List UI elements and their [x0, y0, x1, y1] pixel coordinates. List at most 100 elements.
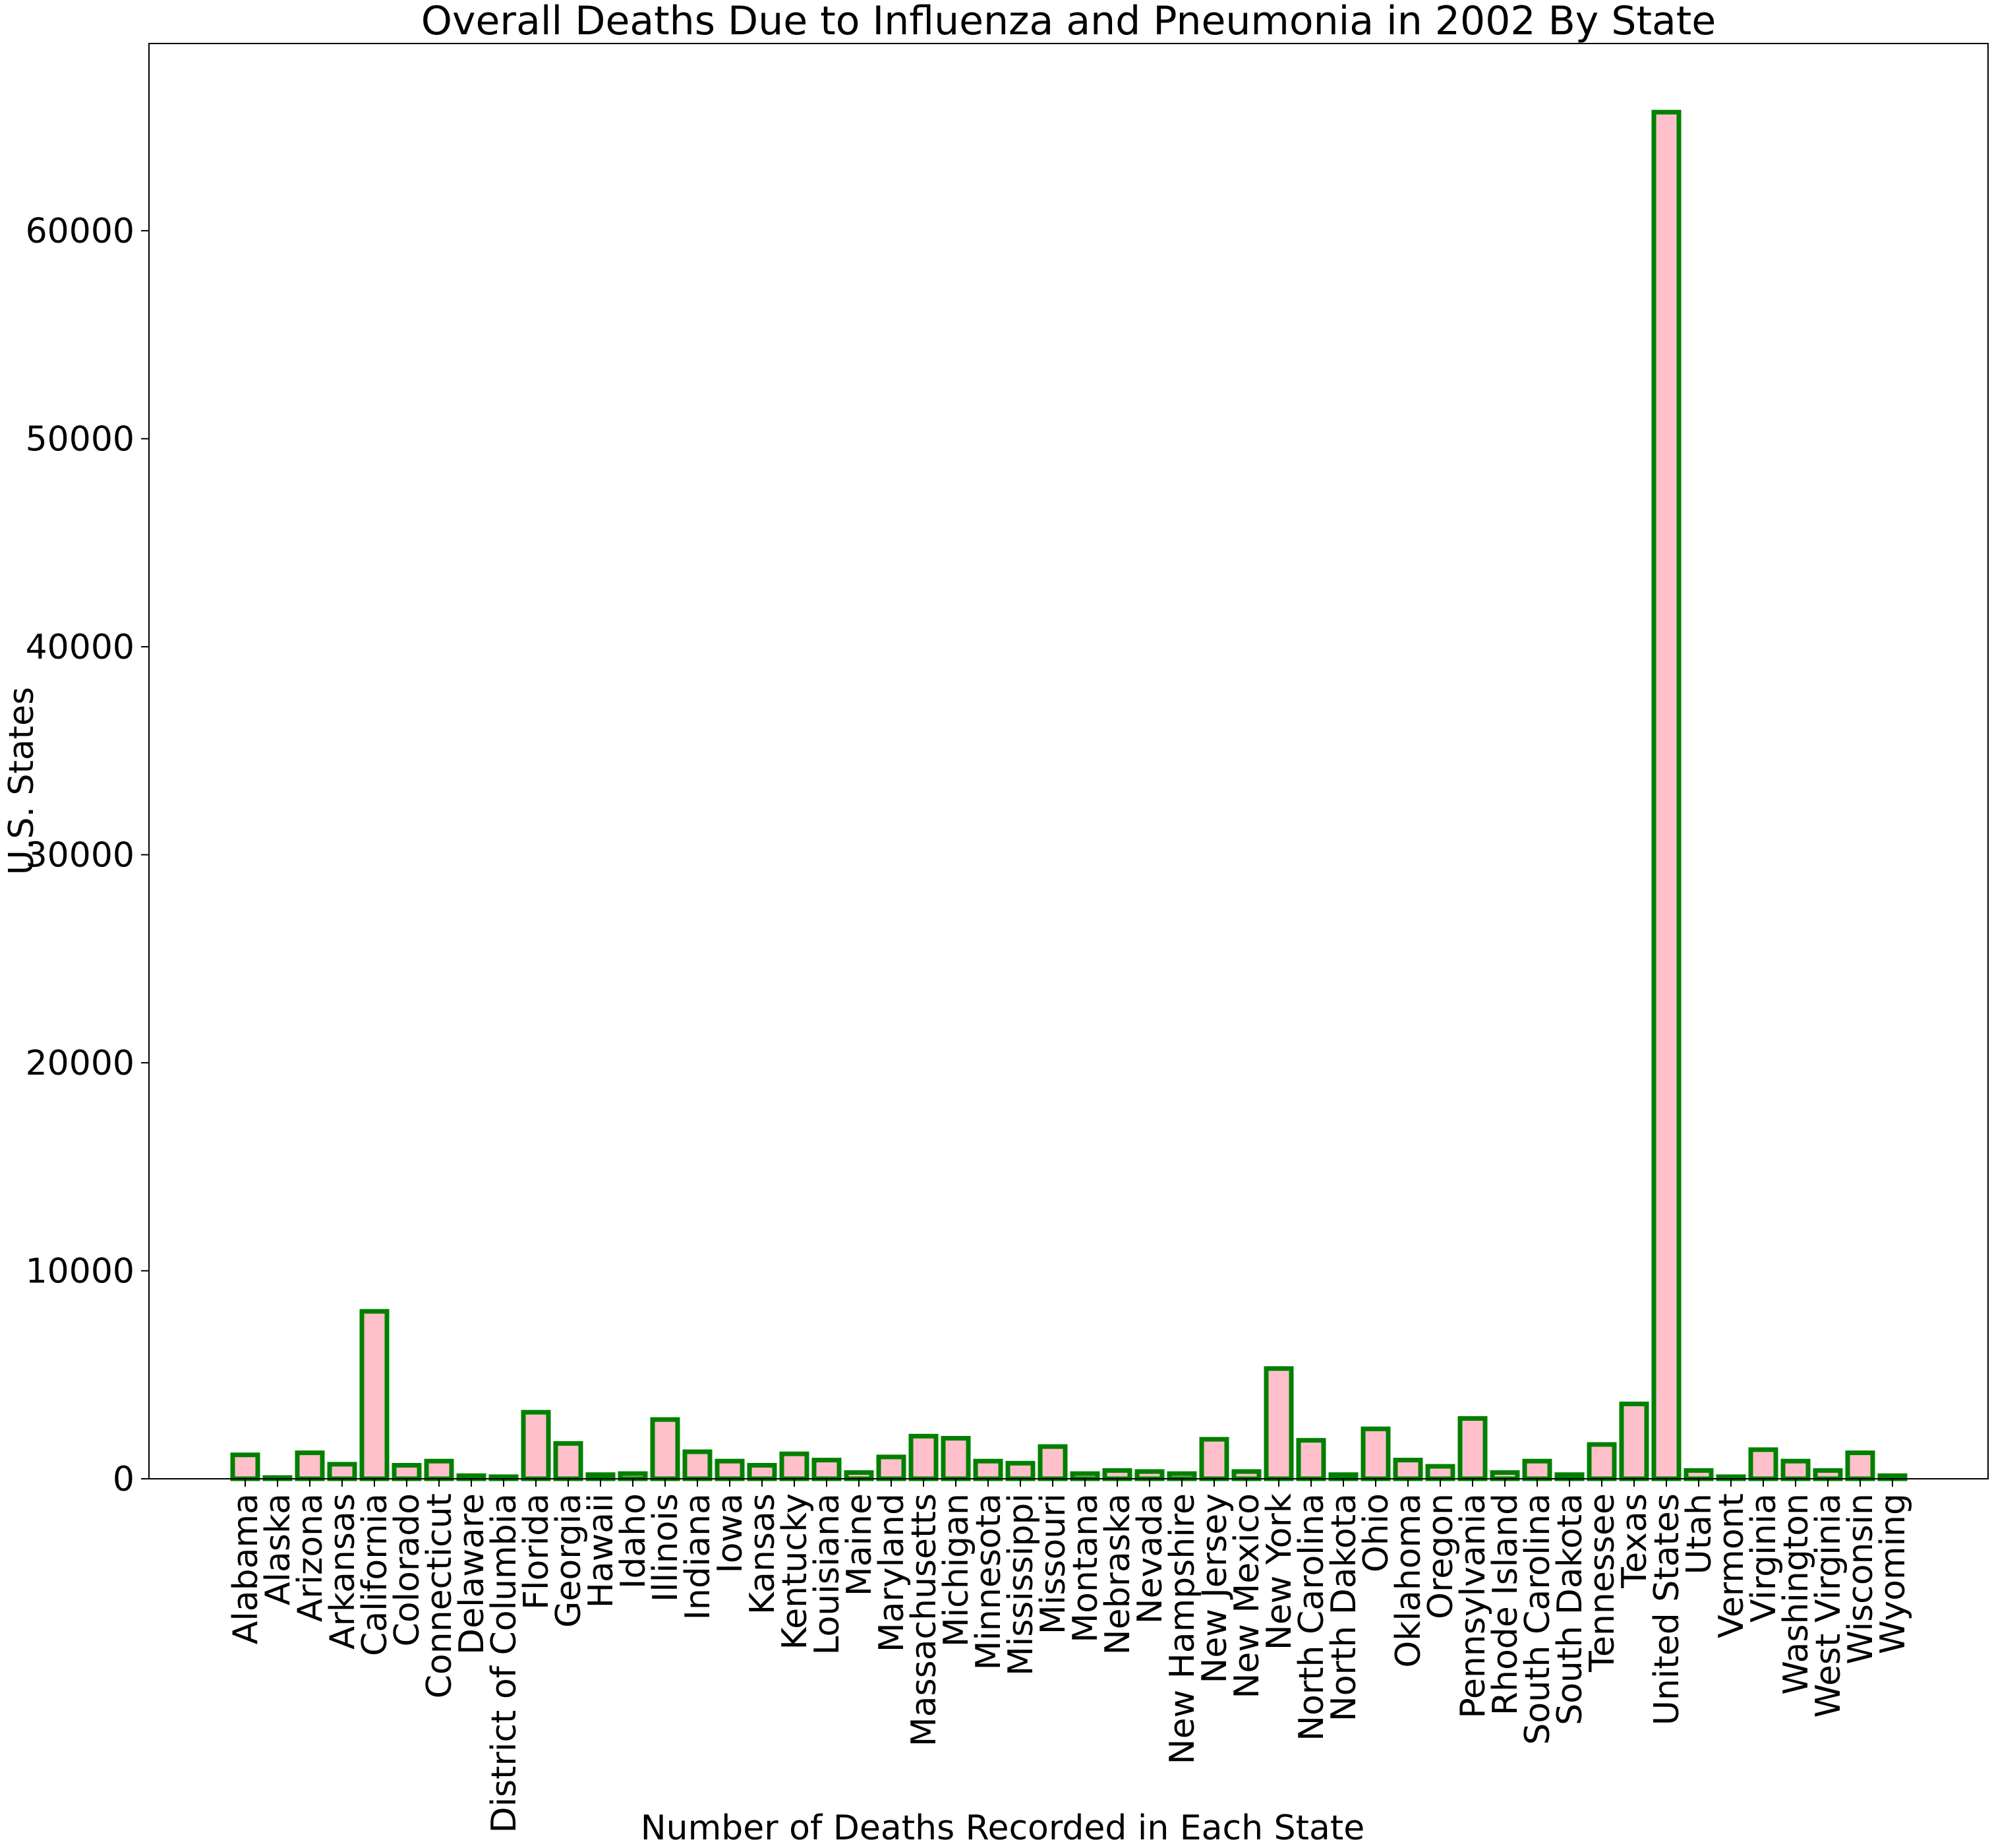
y-tick-label: 0 — [113, 1460, 134, 1499]
bar-pennsylvania — [1457, 1416, 1488, 1481]
bar-arizona — [295, 1450, 325, 1481]
x-tick-label: United States — [1647, 1493, 1687, 1725]
x-tick-label: Illinois — [646, 1493, 686, 1602]
bar-alabama — [230, 1452, 260, 1481]
x-tick-label: Maine — [840, 1493, 879, 1596]
bar-west-virginia — [1813, 1468, 1843, 1481]
bars-group — [230, 109, 1908, 1481]
y-axis-ticks: 0 10000 20000 30000 40000 50000 60000 — [26, 212, 149, 1499]
bar-georgia — [553, 1441, 583, 1481]
x-tick-label: Kansas — [743, 1493, 782, 1615]
x-tick-label: Hawaii — [581, 1493, 621, 1608]
bar-connecticut — [424, 1458, 454, 1481]
y-tick-label: 40000 — [26, 628, 134, 667]
x-tick-label: Indiana — [678, 1493, 718, 1620]
y-tick-label: 60000 — [26, 212, 134, 251]
bar-louisiana — [811, 1458, 842, 1481]
x-tick-label: District of Columbia — [484, 1493, 524, 1833]
x-tick-label: Iowa — [711, 1493, 750, 1574]
x-tick-label: Arizona — [291, 1493, 330, 1622]
x-axis-label: Number of Deaths Recorded in Each State — [641, 1808, 1365, 1848]
x-tick-label: California — [355, 1493, 395, 1656]
bar-illinois — [650, 1417, 680, 1481]
x-tick-label: Virginia — [1744, 1493, 1784, 1623]
x-tick-label: Wyoming — [1873, 1493, 1913, 1654]
x-tick-label: Massachusetts — [904, 1493, 944, 1746]
bar-california — [359, 1309, 390, 1481]
bar-indiana — [682, 1449, 713, 1481]
x-tick-label: Connecticut — [420, 1493, 459, 1698]
x-tick-label: Oklahoma — [1389, 1493, 1428, 1668]
x-tick-label: Pennsylvania — [1453, 1493, 1493, 1719]
bar-oklahoma — [1393, 1458, 1423, 1481]
x-tick-label: Nebraska — [1098, 1493, 1138, 1655]
x-tick-label: Missouri — [1034, 1493, 1073, 1634]
x-tick-label: Texas — [1615, 1493, 1655, 1589]
x-axis-ticks: AlabamaAlaskaArizonaArkansasCaliforniaCo… — [226, 1479, 1913, 1833]
y-tick-label: 30000 — [26, 835, 134, 875]
bar-arkansas — [327, 1462, 357, 1481]
x-tick-label: New Hampshire — [1163, 1493, 1202, 1764]
y-axis-label: U.S. States — [2, 687, 42, 875]
bar-ohio — [1361, 1426, 1391, 1481]
x-tick-label: Oregon — [1421, 1493, 1461, 1619]
bar-nevada — [1134, 1469, 1165, 1481]
bar-new-york — [1264, 1366, 1294, 1481]
y-tick-label: 20000 — [26, 1044, 134, 1083]
x-tick-label: Alaska — [258, 1493, 298, 1605]
bar-oregon — [1425, 1464, 1455, 1481]
x-tick-label: Minnesota — [969, 1493, 1009, 1670]
x-tick-label: Kentucky — [775, 1493, 815, 1650]
x-tick-label: Georgia — [549, 1493, 589, 1628]
bar-kansas — [747, 1462, 777, 1481]
x-tick-label: Maryland — [872, 1493, 912, 1652]
x-tick-label: Alabama — [226, 1493, 266, 1644]
bar-nebraska — [1102, 1468, 1132, 1481]
x-tick-label: Louisiana — [807, 1493, 847, 1655]
bar-minnesota — [973, 1458, 1003, 1481]
x-tick-label: Utah — [1680, 1493, 1719, 1574]
bar-virginia — [1748, 1447, 1778, 1481]
bar-tennessee — [1587, 1442, 1617, 1481]
x-tick-label: South Carolina — [1518, 1493, 1558, 1745]
bar-maine — [844, 1470, 874, 1481]
bar-north-carolina — [1296, 1438, 1326, 1481]
bar-michigan — [941, 1435, 971, 1481]
bar-montana — [1070, 1471, 1100, 1481]
bar-idaho — [618, 1471, 648, 1481]
x-tick-label: Vermont — [1712, 1493, 1751, 1638]
x-tick-label: Colorado — [388, 1493, 427, 1646]
x-tick-label: Ohio — [1357, 1493, 1396, 1572]
plot-frame — [148, 43, 1989, 1479]
bar-colorado — [392, 1462, 422, 1481]
x-tick-label: Mississippi — [1001, 1493, 1041, 1676]
bar-new-mexico — [1231, 1469, 1262, 1481]
x-tick-label: West Virginia — [1809, 1493, 1848, 1717]
bar-south-carolina — [1522, 1458, 1552, 1481]
bar-mississippi — [1005, 1460, 1036, 1481]
bar-rhode-island — [1490, 1470, 1520, 1481]
bar-iowa — [715, 1458, 745, 1481]
y-tick-label: 10000 — [26, 1251, 134, 1291]
bar-wisconsin — [1845, 1450, 1875, 1481]
bar-texas — [1619, 1401, 1649, 1481]
bar-united-states — [1651, 109, 1682, 1481]
bar-florida — [521, 1410, 551, 1481]
x-tick-label: Michigan — [937, 1493, 976, 1647]
x-tick-label: North Dakota — [1324, 1493, 1364, 1721]
bar-new-hampshire — [1167, 1471, 1197, 1481]
x-tick-label: Rhode Island — [1486, 1493, 1525, 1715]
bar-massachusetts — [908, 1433, 939, 1481]
x-tick-label: Delaware — [452, 1493, 492, 1655]
x-tick-label: New Jersey — [1195, 1493, 1235, 1684]
x-tick-label: Idaho — [614, 1493, 653, 1589]
x-tick-label: Tennessee — [1583, 1493, 1622, 1673]
bar-kentucky — [779, 1451, 809, 1481]
bar-washington — [1780, 1458, 1811, 1481]
x-tick-label: Montana — [1066, 1493, 1105, 1643]
x-tick-label: Washington — [1776, 1493, 1816, 1695]
y-tick-label: 50000 — [26, 419, 134, 459]
x-tick-label: South Dakota — [1550, 1493, 1590, 1725]
x-tick-label: North Carolina — [1292, 1493, 1332, 1741]
